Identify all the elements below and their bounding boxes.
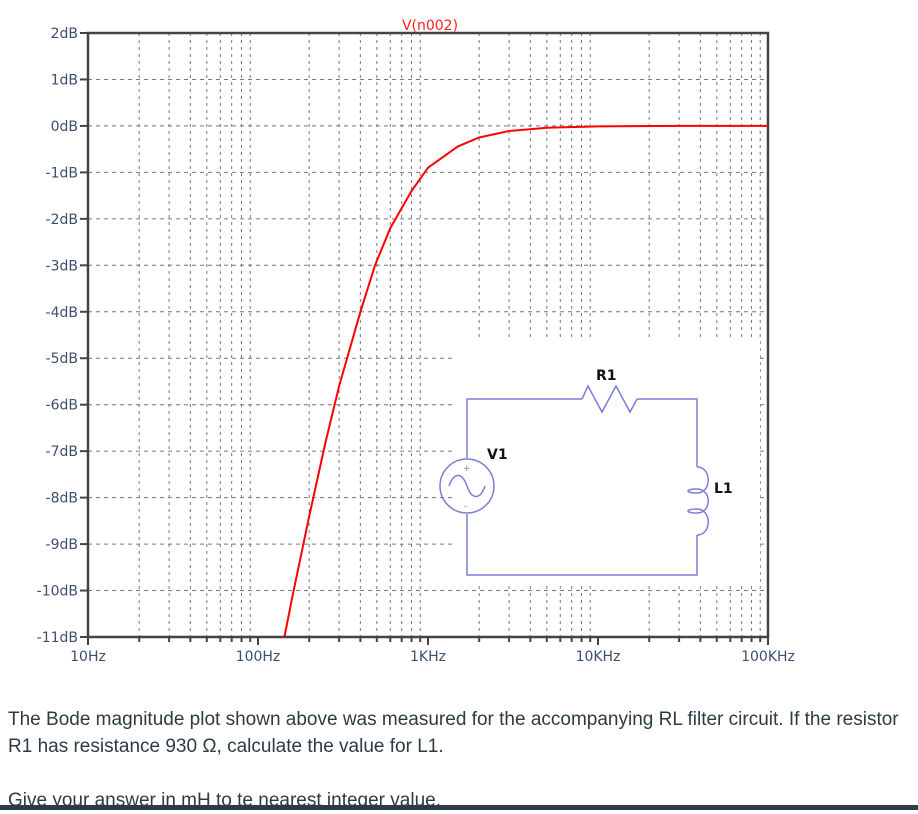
y-tick-label: 0dB <box>51 119 78 135</box>
grid-lines <box>88 33 768 637</box>
sine-wave-icon <box>448 474 486 498</box>
l1-label: L1 <box>714 481 733 497</box>
x-tick-label: 1KHz <box>410 649 446 665</box>
y-tick-label: -4dB <box>46 305 78 321</box>
bottom-bar <box>0 805 918 810</box>
wire-top-left <box>466 398 582 458</box>
plot-frame <box>86 31 770 639</box>
y-tick-label: -2dB <box>46 212 78 228</box>
y-tick-label: -11dB <box>37 630 78 646</box>
y-tick-label: -7dB <box>46 444 78 460</box>
trace-title: V(n002) <box>402 18 458 34</box>
minus-sign: - <box>464 502 467 512</box>
ac-source-icon <box>439 458 495 514</box>
x-tick-label: 100Hz <box>236 649 281 665</box>
r1-label: R1 <box>596 368 617 384</box>
resistor-icon <box>581 384 638 414</box>
y-tick-label: -8dB <box>46 491 78 507</box>
y-tick-label: -6dB <box>46 398 78 414</box>
wire-top-right <box>637 398 698 467</box>
y-tick-label: -3dB <box>46 258 78 274</box>
magnitude-curve <box>283 124 768 638</box>
y-tick-label: -9dB <box>46 537 78 553</box>
y-tick-label: 1dB <box>51 72 78 88</box>
x-tick-label: 10Hz <box>70 649 106 665</box>
y-tick-label: 2dB <box>51 26 78 42</box>
x-tick-label: 10KHz <box>576 649 621 665</box>
y-axis-labels: 2dB 1dB 0dB -1dB -2dB -3dB -4dB -5dB -6dB -7dB -8d… <box>37 26 78 646</box>
v1-label: V1 <box>487 447 508 463</box>
circuit-diagram: R1 + - V1 L1 <box>439 340 760 585</box>
x-tick-label: 100KHz <box>741 649 795 665</box>
axes <box>80 31 770 645</box>
wire-bottom <box>466 514 698 576</box>
x-axis-labels: 10Hz 100Hz 1KHz 10KHz 100KHz <box>70 649 795 665</box>
circuit-background <box>455 340 760 585</box>
bode-plot: R1 + - V1 L1 V(n002) 2dB 1dB 0dB -1dB -2dB -3… <box>37 18 795 665</box>
question-text: The Bode magnitude plot shown above was … <box>8 706 913 814</box>
plus-sign: + <box>463 464 471 474</box>
question-paragraph: The Bode magnitude plot shown above was … <box>8 709 899 757</box>
y-tick-label: -5dB <box>46 351 78 367</box>
inductor-icon <box>687 466 709 536</box>
y-tick-label: -1dB <box>46 165 78 181</box>
y-tick-label: -10dB <box>37 584 78 600</box>
